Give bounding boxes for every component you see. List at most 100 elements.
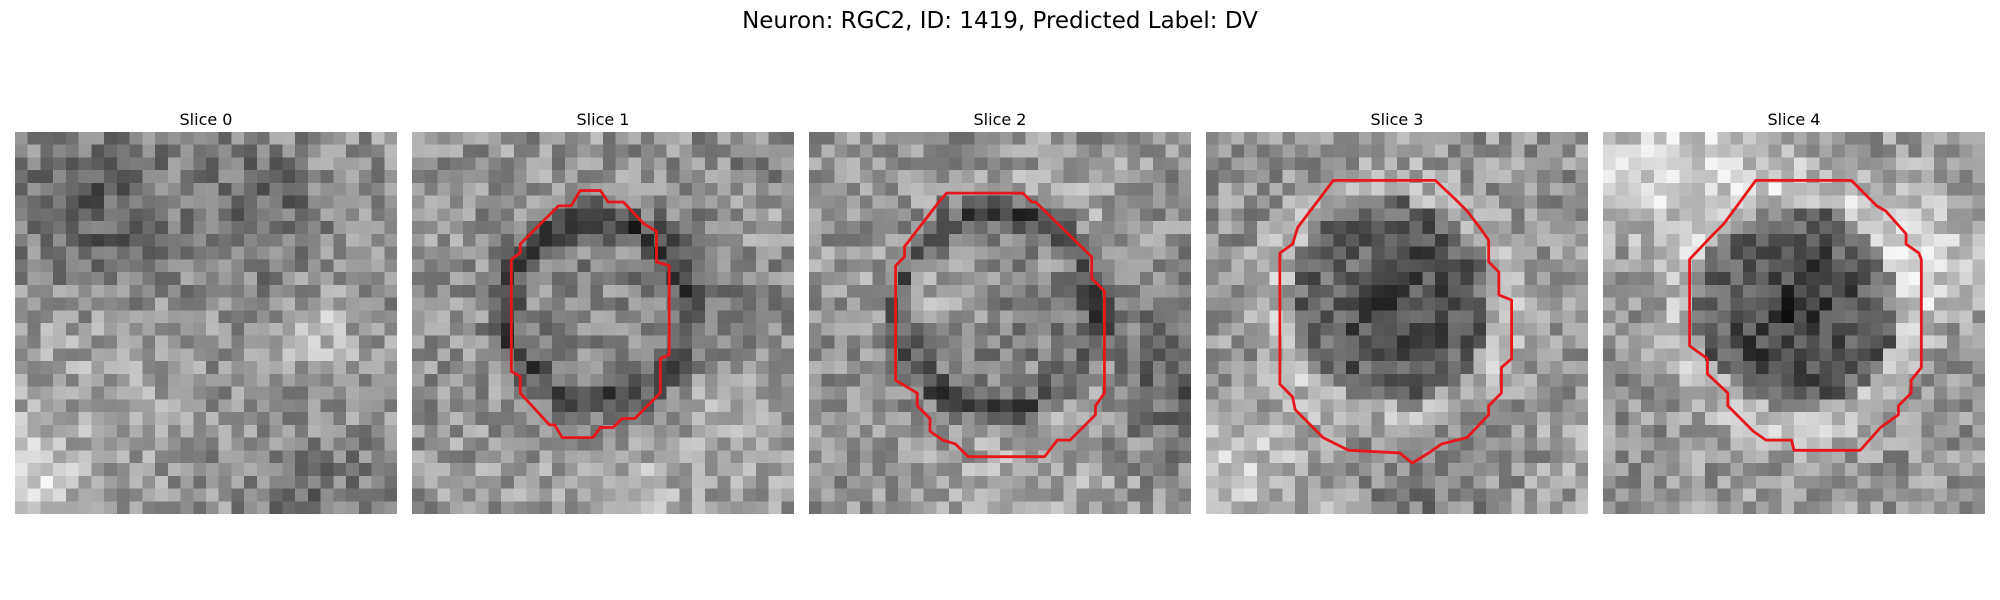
image-pixel [91, 463, 105, 477]
image-pixel [218, 348, 232, 362]
image-pixel [1641, 463, 1655, 477]
image-pixel [730, 170, 744, 184]
image-pixel [1206, 246, 1219, 260]
image-pixel [462, 233, 476, 247]
image-pixel [1755, 208, 1769, 222]
image-pixel [1603, 259, 1616, 273]
image-pixel [1537, 373, 1551, 387]
image-pixel [424, 195, 438, 209]
image-pixel [552, 475, 566, 489]
image-pixel [1025, 475, 1039, 489]
image-pixel [1486, 463, 1500, 477]
image-pixel [641, 335, 655, 349]
image-pixel [603, 335, 616, 349]
image-pixel [475, 412, 489, 426]
image-pixel [872, 284, 886, 298]
image-pixel [1397, 246, 1410, 260]
image-pixel [987, 386, 1001, 400]
image-pixel [666, 463, 680, 477]
image-pixel [1972, 399, 1985, 413]
image-pixel [653, 208, 667, 222]
image-pixel [475, 475, 489, 489]
image-pixel [961, 284, 975, 298]
image-pixel [1641, 323, 1655, 336]
image-pixel [1000, 501, 1013, 514]
image-pixel [1256, 348, 1270, 362]
image-pixel [1895, 259, 1909, 273]
image-pixel [104, 144, 118, 158]
image-pixel [1806, 348, 1820, 362]
image-pixel [1282, 412, 1296, 426]
image-pixel [1498, 284, 1512, 298]
image-pixel [1819, 399, 1833, 413]
image-pixel [1562, 132, 1576, 145]
image-pixel [27, 361, 41, 375]
image-pixel [142, 323, 156, 336]
image-pixel [450, 259, 464, 273]
image-pixel [1089, 157, 1103, 171]
image-pixel [1114, 284, 1128, 298]
image-pixel [885, 463, 899, 477]
image-pixel [1038, 475, 1052, 489]
image-pixel [256, 297, 270, 311]
image-pixel [564, 437, 578, 451]
image-pixel [475, 488, 489, 502]
image-pixel [167, 335, 181, 349]
image-pixel [78, 182, 92, 196]
image-pixel [1050, 361, 1064, 375]
image-pixel [269, 157, 283, 171]
image-pixel [1972, 437, 1985, 451]
image-pixel [1473, 475, 1487, 489]
image-pixel [1806, 450, 1820, 464]
image-pixel [615, 310, 629, 324]
image-pixel [1063, 450, 1077, 464]
image-pixel [1000, 272, 1013, 286]
image-pixel [885, 424, 899, 438]
image-pixel [1717, 323, 1731, 336]
image-pixel [104, 195, 118, 209]
image-pixel [1857, 386, 1871, 400]
image-pixel [1743, 195, 1757, 209]
image-pixel [564, 157, 578, 171]
image-pixel [692, 399, 706, 413]
image-pixel [1076, 170, 1090, 184]
image-pixel [743, 284, 757, 298]
image-pixel [1101, 246, 1115, 260]
image-pixel [1537, 157, 1551, 171]
image-pixel [809, 144, 822, 158]
image-pixel [256, 272, 270, 286]
image-pixel [1666, 348, 1680, 362]
image-pixel [1038, 208, 1052, 222]
image-pixel [1307, 297, 1321, 311]
image-pixel [1152, 373, 1166, 387]
image-pixel [1730, 170, 1744, 184]
image-pixel [1692, 335, 1706, 349]
image-pixel [1844, 246, 1858, 260]
image-pixel [781, 335, 794, 349]
image-pixel [1127, 412, 1141, 426]
image-pixel [987, 488, 1001, 502]
image-pixel [1806, 424, 1820, 438]
image-pixel [462, 284, 476, 298]
image-pixel [371, 463, 385, 477]
image-pixel [615, 399, 629, 413]
image-pixel [936, 272, 950, 286]
image-pixel [1409, 272, 1423, 286]
image-pixel [1206, 208, 1219, 222]
image-pixel [1537, 297, 1551, 311]
image-pixel [1152, 297, 1166, 311]
image-pixel [923, 463, 937, 477]
image-pixel [1498, 348, 1512, 362]
image-pixel [1486, 221, 1500, 235]
image-pixel [1946, 195, 1960, 209]
image-pixel [424, 501, 438, 514]
image-pixel [412, 221, 425, 235]
image-pixel [501, 424, 515, 438]
image-pixel [1870, 284, 1884, 298]
image-pixel [1603, 132, 1616, 145]
image-pixel [1256, 272, 1270, 286]
image-pixel [282, 323, 296, 336]
image-pixel [1435, 348, 1449, 362]
image-pixel [526, 233, 540, 247]
image-pixel [577, 246, 591, 260]
